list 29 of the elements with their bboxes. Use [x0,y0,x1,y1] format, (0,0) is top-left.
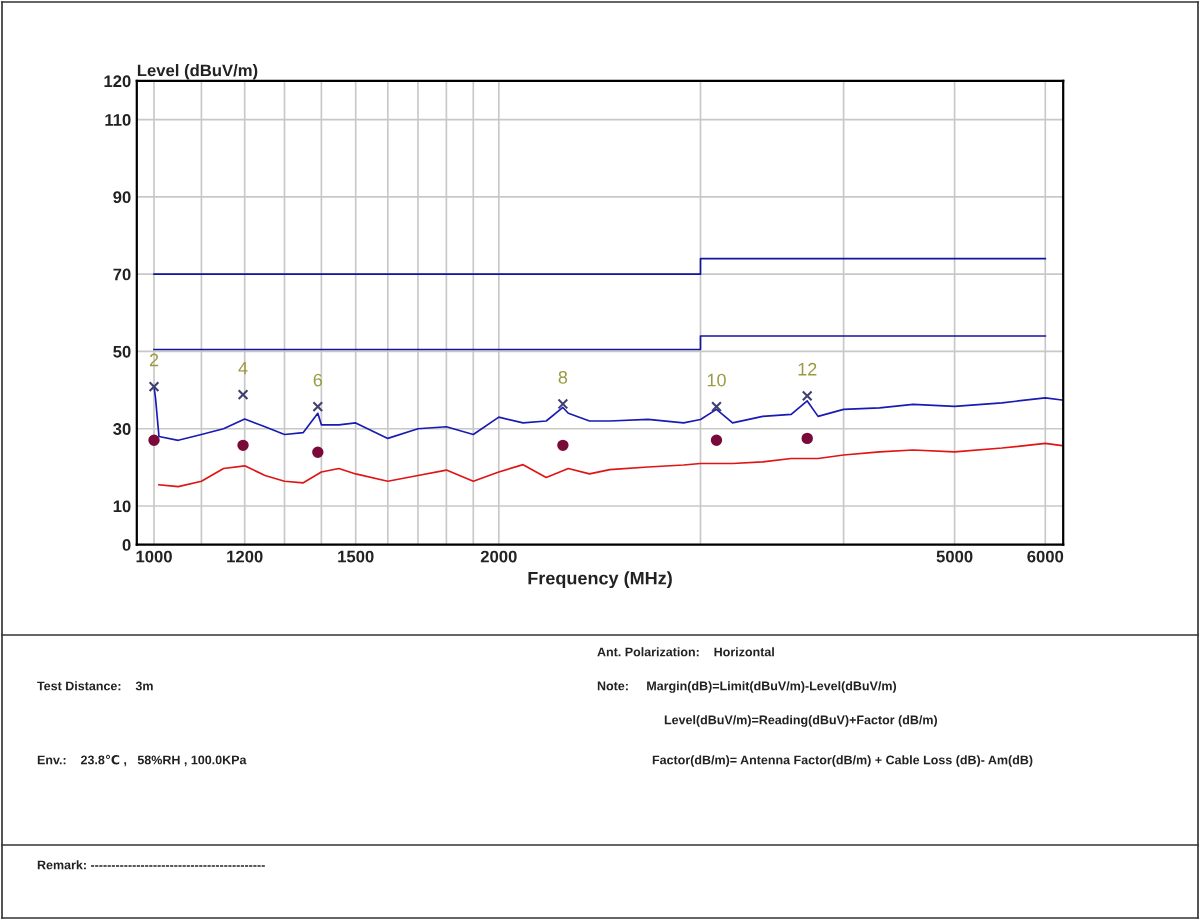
text: Env.: 23.8℃ , 58%RH , 100.0KPa [37,754,247,767]
text: Level(dBuV/m)=Reading(dBuV)+Factor (dB/m) [664,715,938,727]
x-tick-label: 1000 [136,550,172,563]
y-tick-label: 70 [113,268,131,281]
x-tick-label: 1200 [227,550,263,563]
y-axis-title: Level (dBuV/m) [137,64,258,80]
y-tick-label: 120 [104,75,131,88]
annotation: 2 [149,353,159,367]
y-tick-label: 10 [113,500,131,513]
x-tick-label: 5000 [936,550,973,563]
annotation: 12 [798,362,817,376]
text: Ant. Polarization: Horizontal [597,647,774,657]
y-tick-label: 30 [113,423,131,435]
y-tick-label: 90 [113,191,131,204]
text: Remark: ------------------------------------------ [37,860,265,870]
y-tick-label: 0 [122,539,131,551]
annotation: 8 [558,370,568,384]
y-tick-label: 110 [105,114,131,126]
text: Note: Margin(dB)=Limit(dBuV/m)-Level(dBuV/m) [597,681,897,693]
x-tick-label: 1500 [338,550,374,563]
x-tick-label: 2000 [480,550,517,563]
annotation: 4 [238,361,248,375]
y-tick-label: 50 [113,345,131,358]
x-axis-title: Frequency (MHz) [528,571,672,589]
annotation: 10 [707,373,726,387]
text: Factor(dB/m)= Antenna Factor(dB/m) + Cable Loss (dB)- Am(dB) [652,755,1033,767]
annotation: 6 [313,373,323,387]
text: Test Distance: 3m [37,681,153,691]
x-tick-label: 6000 [1027,550,1064,563]
